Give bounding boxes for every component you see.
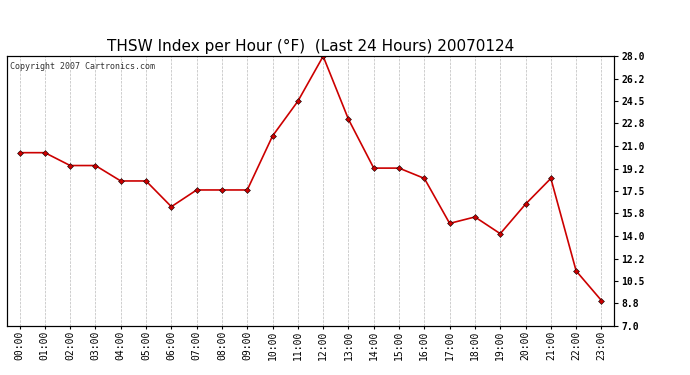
Title: THSW Index per Hour (°F)  (Last 24 Hours) 20070124: THSW Index per Hour (°F) (Last 24 Hours)… — [107, 39, 514, 54]
Text: Copyright 2007 Cartronics.com: Copyright 2007 Cartronics.com — [10, 62, 155, 70]
